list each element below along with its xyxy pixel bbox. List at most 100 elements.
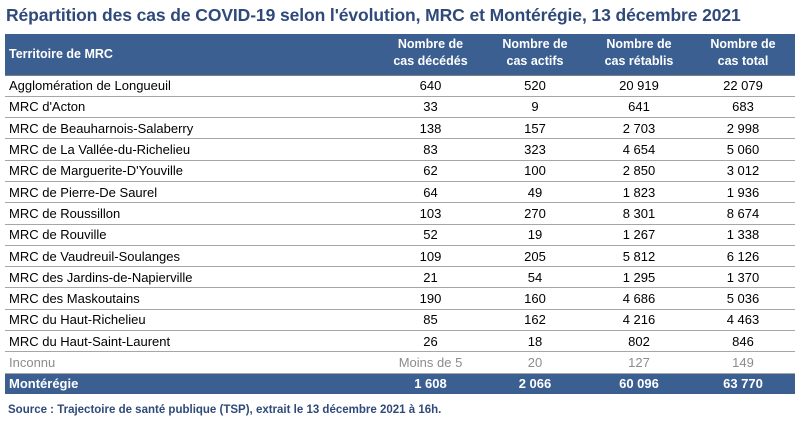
cell-recovered: 1 295: [587, 266, 691, 289]
header-recovered-line1: Nombre de: [606, 37, 672, 51]
cell-recovered: 4 686: [587, 287, 691, 310]
table-row: MRC de La Vallée-du-Richelieu 83 323 4 6…: [5, 138, 795, 161]
cell-total: 1 370: [691, 266, 795, 289]
cell-active: 270: [483, 202, 587, 225]
total-row: Montérégie 1 608 2 066 60 096 63 770: [5, 373, 795, 395]
cell-total: 6 126: [691, 245, 795, 268]
header-recovered-line2: cas rétablis: [604, 54, 674, 68]
table-row: MRC du Haut-Richelieu 85 162 4 216 4 463: [5, 309, 795, 332]
header-deaths: Nombre de cas décédés: [378, 34, 483, 75]
header-total: Nombre de cas total: [691, 34, 795, 75]
cell-active: 49: [483, 181, 587, 204]
cell-deaths: 83: [378, 138, 483, 161]
table-row: Agglomération de Longueuil 640 520 20 91…: [5, 74, 795, 97]
cell-recovered: 4 654: [587, 138, 691, 161]
cell-territory: Agglomération de Longueuil: [5, 74, 378, 97]
cell-territory: Inconnu: [5, 351, 378, 374]
cell-territory: MRC de Rouville: [5, 224, 378, 246]
header-active-line1: Nombre de: [502, 37, 568, 51]
cell-territory: MRC du Haut-Richelieu: [5, 309, 378, 332]
cell-recovered: 127: [587, 351, 691, 374]
cell-active: 205: [483, 245, 587, 268]
cell-active: 19: [483, 224, 587, 246]
cell-active: 54: [483, 266, 587, 289]
cell-territory: MRC de Roussillon: [5, 202, 378, 225]
cell-total: 4 463: [691, 309, 795, 332]
cell-recovered: 8 301: [587, 202, 691, 225]
cell-deaths: 190: [378, 287, 483, 310]
table-row: MRC de Vaudreuil-Soulanges 109 205 5 812…: [5, 245, 795, 268]
table-row: MRC de Beauharnois-Salaberry 138 157 2 7…: [5, 117, 795, 140]
cell-total: 846: [691, 330, 795, 353]
total-territory: Montérégie: [9, 376, 79, 392]
cell-recovered: 2 703: [587, 117, 691, 140]
cell-recovered: 4 216: [587, 309, 691, 332]
cell-territory: MRC de Vaudreuil-Soulanges: [5, 245, 378, 268]
total-active: 2 066: [518, 376, 552, 392]
cell-deaths: 103: [378, 202, 483, 225]
cell-territory: MRC de Marguerite-D'Youville: [5, 160, 378, 182]
cell-deaths: 21: [378, 266, 483, 289]
table-header-row: Territoire de MRC Nombre de cas décédés …: [5, 34, 795, 75]
cell-deaths: Moins de 5: [378, 351, 483, 374]
cell-total: 5 036: [691, 287, 795, 310]
cell-total: 8 674: [691, 202, 795, 225]
table-title: Répartition des cas de COVID-19 selon l'…: [6, 5, 741, 25]
header-recovered: Nombre de cas rétablis: [587, 34, 691, 75]
header-deaths-line2: cas décédés: [393, 54, 468, 68]
cell-territory: MRC de Beauharnois-Salaberry: [5, 117, 378, 140]
header-territory: Territoire de MRC: [9, 46, 113, 61]
cell-total: 22 079: [691, 74, 795, 97]
table-row: MRC des Maskoutains 190 160 4 686 5 036: [5, 287, 795, 310]
table-row-unknown: Inconnu Moins de 5 20 127 149: [5, 351, 795, 374]
table-body: Agglomération de Longueuil 640 520 20 91…: [5, 74, 795, 374]
cell-total: 5 060: [691, 138, 795, 161]
cell-territory: MRC des Jardins-de-Napierville: [5, 266, 378, 289]
cell-deaths: 85: [378, 309, 483, 332]
header-active-line2: cas actifs: [506, 54, 564, 68]
cell-active: 160: [483, 287, 587, 310]
cell-deaths: 64: [378, 181, 483, 204]
table-row: MRC de Roussillon 103 270 8 301 8 674: [5, 202, 795, 225]
table-row: MRC des Jardins-de-Napierville 21 54 1 2…: [5, 266, 795, 289]
header-active: Nombre de cas actifs: [483, 34, 587, 75]
cell-territory: MRC d'Acton: [5, 96, 378, 119]
table-row: MRC de Rouville 52 19 1 267 1 338: [5, 224, 795, 246]
header-total-line1: Nombre de: [710, 37, 776, 51]
cell-total: 3 012: [691, 160, 795, 182]
cell-active: 9: [483, 96, 587, 119]
cell-territory: MRC du Haut-Saint-Laurent: [5, 330, 378, 353]
cell-total: 149: [691, 351, 795, 374]
table-row: MRC de Pierre-De Saurel 64 49 1 823 1 93…: [5, 181, 795, 204]
cell-deaths: 52: [378, 224, 483, 246]
cell-recovered: 5 812: [587, 245, 691, 268]
cell-active: 18: [483, 330, 587, 353]
covid-cases-table: Territoire de MRC Nombre de cas décédés …: [5, 34, 795, 395]
header-deaths-line1: Nombre de: [397, 37, 464, 51]
cell-deaths: 62: [378, 160, 483, 182]
cell-total: 1 936: [691, 181, 795, 204]
cell-deaths: 33: [378, 96, 483, 119]
total-recovered: 60 096: [619, 376, 659, 392]
cell-territory: MRC de La Vallée-du-Richelieu: [5, 138, 378, 161]
cell-active: 157: [483, 117, 587, 140]
cell-deaths: 109: [378, 245, 483, 268]
cell-active: 20: [483, 351, 587, 374]
cell-total: 2 998: [691, 117, 795, 140]
source-note: Source : Trajectoire de santé publique (…: [8, 404, 442, 416]
cell-recovered: 1 267: [587, 224, 691, 246]
cell-active: 100: [483, 160, 587, 182]
cell-recovered: 1 823: [587, 181, 691, 204]
cell-recovered: 802: [587, 330, 691, 353]
header-total-line2: cas total: [717, 54, 769, 68]
table-row: MRC du Haut-Saint-Laurent 26 18 802 846: [5, 330, 795, 353]
table-row: MRC de Marguerite-D'Youville 62 100 2 85…: [5, 160, 795, 182]
cell-deaths: 26: [378, 330, 483, 353]
total-total: 63 770: [723, 376, 763, 392]
cell-territory: MRC de Pierre-De Saurel: [5, 181, 378, 204]
cell-active: 323: [483, 138, 587, 161]
total-deaths: 1 608: [414, 376, 447, 392]
cell-deaths: 640: [378, 74, 483, 97]
cell-deaths: 138: [378, 117, 483, 140]
